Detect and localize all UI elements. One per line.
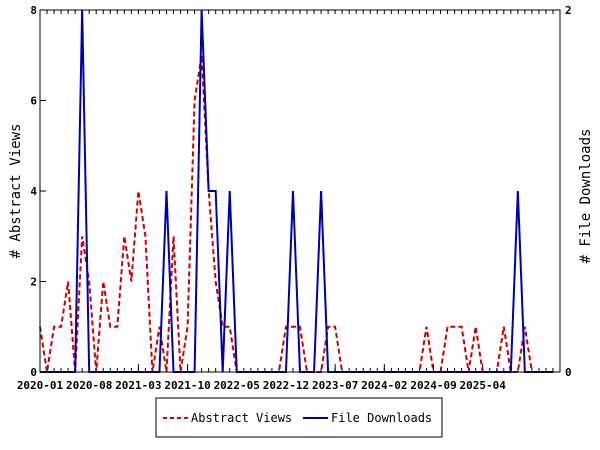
y-left-tick-label: 0 — [30, 366, 37, 379]
plot-frame — [39, 9, 561, 373]
x-tick-label: 2020-08 — [66, 379, 112, 392]
y-left-tick-label: 2 — [30, 276, 37, 289]
x-tick-label: 2023-07 — [312, 379, 358, 392]
x-tick-label: 2024-09 — [410, 379, 456, 392]
x-tick-label: 2020-01 — [17, 379, 64, 392]
series-layer — [39, 9, 553, 373]
y-right-tick-label: 2 — [565, 4, 572, 17]
labels-layer: 2020-01 2020-08 2021-03 2021-10 2022-05 2022-… — [17, 4, 572, 392]
x-tick-label: 2024-02 — [361, 379, 407, 392]
legend-label-abstract-views: Abstract Views — [191, 411, 292, 425]
x-tick-label: 2021-10 — [164, 379, 210, 392]
series-line-file-downloads — [40, 9, 553, 373]
y-left-tick-label: 8 — [30, 4, 37, 17]
y-left-tick-label: 6 — [30, 95, 37, 108]
legend: Abstract Views File Downloads — [155, 397, 443, 438]
legend-label-file-downloads: File Downloads — [331, 411, 432, 425]
x-tick-label: 2025-04 — [460, 379, 507, 392]
y-right-tick-label: 0 — [565, 366, 572, 379]
x-tick-label: 2022-05 — [214, 379, 260, 392]
y-left-axis-title: # Abstract Views — [8, 124, 24, 259]
series-line-abstract-views — [39, 55, 553, 373]
x-tick-label: 2022-12 — [263, 379, 309, 392]
x-tick-label: 2021-03 — [115, 379, 161, 392]
y-right-axis-title: # File Downloads — [578, 129, 594, 264]
y-left-tick-label: 4 — [30, 185, 37, 198]
legend-box — [155, 397, 443, 438]
